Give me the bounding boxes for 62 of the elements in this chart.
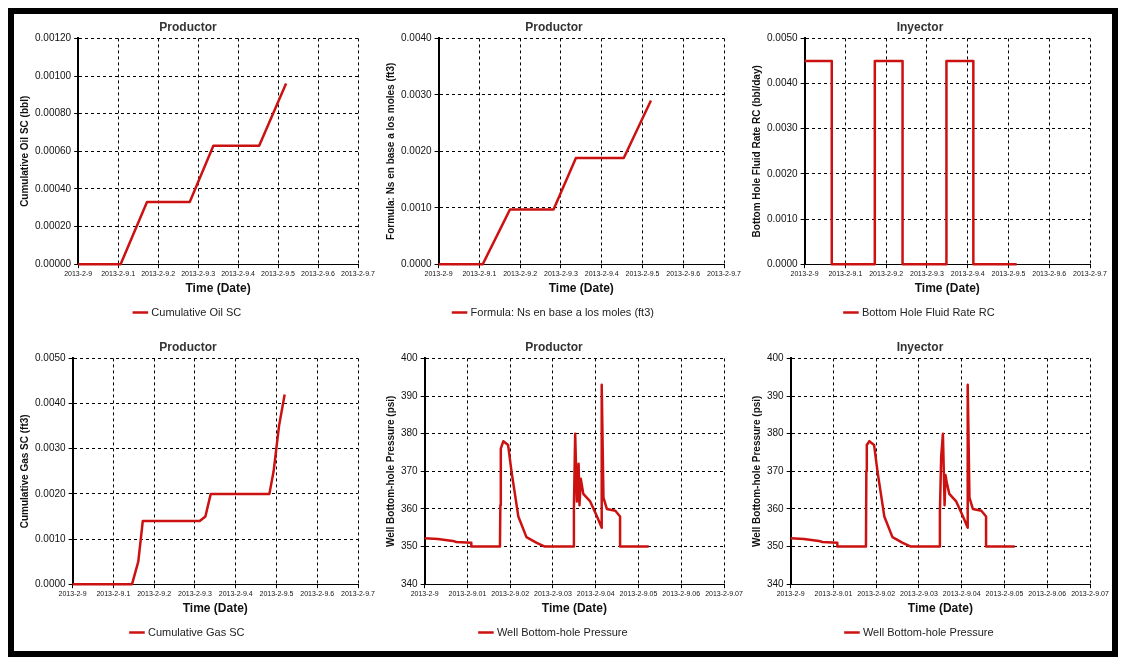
y-tick-label: 0.00040	[34, 182, 72, 194]
y-tick-label: 0.00120	[34, 32, 72, 44]
chart-title: Productor	[159, 19, 217, 34]
legend-label: Well Bottom-hole Pressure	[496, 625, 628, 638]
y-tick-label: 0.00020	[34, 220, 72, 232]
y-tick-label: 0.0050	[766, 32, 799, 44]
x-axis-title: Time (Date)	[541, 600, 607, 615]
legend-label: Cumulative Oil SC	[151, 305, 242, 318]
x-axis-title: Time (Date)	[185, 281, 251, 296]
chart-title: Productor	[525, 19, 583, 34]
y-axis-title: Formula: Ns en base a los moles (ft3)	[384, 62, 396, 240]
y-tick-label: 0.0020	[766, 167, 799, 179]
y-tick-label: 390	[401, 389, 419, 401]
x-axis-title: Time (Date)	[907, 600, 973, 615]
y-tick-label: 0.0000	[34, 577, 67, 589]
y-tick-label: 0.00100	[34, 69, 72, 81]
legend-label: Well Bottom-hole Pressure	[862, 625, 994, 638]
y-tick-label: 0.0010	[34, 532, 67, 544]
chart-title: Inyector	[896, 339, 944, 354]
chart-title: Productor	[159, 339, 217, 354]
y-tick-label: 380	[401, 426, 419, 438]
y-tick-label: 0.0040	[34, 396, 67, 408]
y-tick-label: 0.0020	[400, 145, 433, 157]
y-tick-label: 0.0040	[400, 32, 433, 44]
y-tick-label: 350	[401, 539, 419, 551]
y-tick-label: 0.0030	[34, 441, 67, 453]
y-tick-label: 340	[401, 577, 419, 589]
y-tick-label: 0.00060	[34, 145, 72, 157]
y-tick-label: 0.0000	[400, 257, 433, 269]
y-tick-label: 0.0010	[400, 201, 433, 213]
legend-label: Cumulative Gas SC	[147, 625, 245, 638]
y-axis-title: Cumulative Gas SC (ft3)	[18, 413, 30, 528]
y-tick-label: 0.0030	[400, 88, 433, 100]
y-tick-label: 0.0040	[766, 77, 799, 89]
y-tick-label: 0.0030	[766, 122, 799, 134]
y-tick-label: 0.0050	[34, 351, 67, 363]
y-tick-label: 370	[767, 464, 785, 476]
y-tick-label: 370	[401, 464, 419, 476]
y-tick-label: 0.0020	[34, 487, 67, 499]
legend-label: Formula: Ns en base a los moles (ft3)	[470, 305, 654, 318]
y-tick-label: 390	[767, 389, 785, 401]
chart-title: Inyector	[896, 19, 944, 34]
y-axis-title: Bottom Hole Fluid Rate RC (bbl/day)	[750, 65, 762, 238]
x-axis-title: Time (Date)	[548, 281, 614, 296]
y-tick-label: 0.00000	[34, 257, 72, 269]
y-tick-label: 380	[767, 426, 785, 438]
legend-label: Bottom Hole Fluid Rate RC	[861, 305, 995, 318]
y-tick-label: 340	[767, 577, 785, 589]
y-tick-label: 0.00080	[34, 107, 72, 119]
y-tick-label: 360	[401, 502, 419, 514]
x-axis-title: Time (Date)	[182, 600, 248, 615]
y-tick-label: 400	[767, 351, 785, 363]
y-tick-label: 0.0010	[766, 212, 799, 224]
y-axis-title: Well Bottom-hole Pressure (psi)	[384, 395, 396, 547]
y-tick-label: 360	[767, 502, 785, 514]
x-axis-title: Time (Date)	[914, 281, 980, 296]
y-axis-title: Well Bottom-hole Pressure (psi)	[750, 395, 762, 547]
y-tick-label: 350	[767, 539, 785, 551]
y-axis-title: Cumulative Oil SC (bbl)	[18, 95, 30, 207]
y-tick-label: 0.0000	[766, 257, 799, 269]
chart-title: Productor	[525, 339, 583, 354]
y-tick-label: 400	[401, 351, 419, 363]
